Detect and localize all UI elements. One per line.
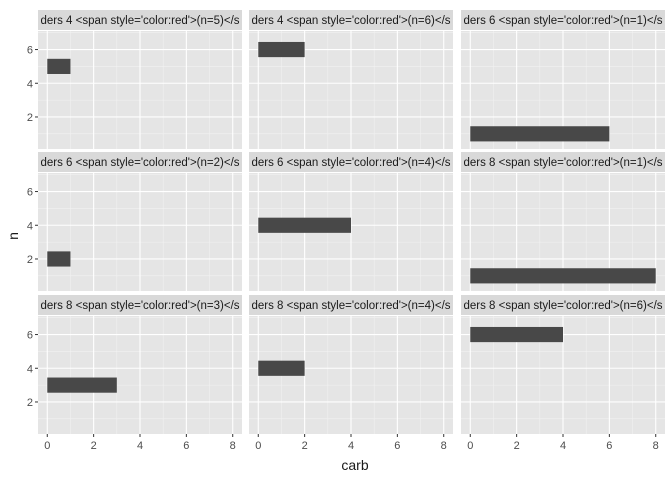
x-tick-label: 8: [230, 440, 236, 452]
x-tick-label: 6: [394, 440, 400, 452]
bar: [47, 251, 71, 267]
x-tick-label: 4: [560, 440, 566, 452]
x-tick-label: 0: [255, 440, 261, 452]
y-tick-label: 2: [27, 397, 33, 409]
bar: [47, 377, 117, 393]
facet-strip: [461, 152, 665, 172]
x-tick-label: 0: [44, 440, 50, 452]
bar: [258, 217, 351, 233]
x-tick-label: 6: [606, 440, 612, 452]
y-axis-title: n: [5, 232, 21, 240]
bar: [470, 268, 656, 284]
y-tick-label: 6: [27, 187, 33, 199]
facet-strip-label: ders 8 <span style='color:red'>(n=4)</s: [251, 300, 450, 312]
facet-strip: [38, 152, 242, 172]
facet-strip-label: ders 6 <span style='color:red'>(n=4)</s: [251, 157, 450, 169]
facet-strip: [461, 295, 665, 315]
y-tick-label: 4: [27, 220, 33, 232]
facet-strip: [249, 152, 453, 172]
facet-strip-label: ders 8 <span style='color:red'>(n=1)</s: [463, 157, 662, 169]
x-tick-label: 6: [183, 440, 189, 452]
y-tick-label: 2: [27, 112, 33, 124]
x-tick-label: 4: [348, 440, 354, 452]
y-tick-label: 2: [27, 254, 33, 266]
y-tick-label: 6: [27, 330, 33, 342]
facet-strip-label: ders 6 <span style='color:red'>(n=2)</s: [40, 157, 239, 169]
x-tick-label: 2: [91, 440, 97, 452]
bar: [470, 126, 610, 142]
bar: [47, 58, 71, 74]
facet-strip: [461, 10, 665, 30]
x-axis-title: carb: [341, 457, 368, 473]
facet-strip-label: ders 8 <span style='color:red'>(n=6)</s: [463, 300, 662, 312]
x-tick-label: 8: [441, 440, 447, 452]
facet-strip: [38, 295, 242, 315]
facet-strip-label: ders 4 <span style='color:red'>(n=6)</s: [251, 15, 450, 27]
facet-strip: [249, 10, 453, 30]
y-tick-label: 4: [27, 363, 33, 375]
x-tick-label: 2: [514, 440, 520, 452]
y-tick-label: 6: [27, 45, 33, 57]
x-tick-label: 2: [302, 440, 308, 452]
facet-strip-label: ders 4 <span style='color:red'>(n=5)</s: [40, 15, 239, 27]
bar: [258, 360, 305, 376]
bar: [258, 41, 305, 58]
x-tick-label: 8: [653, 440, 659, 452]
facet-strip-label: ders 6 <span style='color:red'>(n=1)</s: [463, 15, 662, 27]
facet-strip-label: ders 8 <span style='color:red'>(n=3)</s: [40, 300, 239, 312]
facet-strip: [38, 10, 242, 30]
x-tick-label: 0: [467, 440, 473, 452]
x-tick-label: 4: [137, 440, 143, 452]
bar: [470, 326, 563, 343]
y-tick-label: 4: [27, 78, 33, 90]
facet-strip: [249, 295, 453, 315]
